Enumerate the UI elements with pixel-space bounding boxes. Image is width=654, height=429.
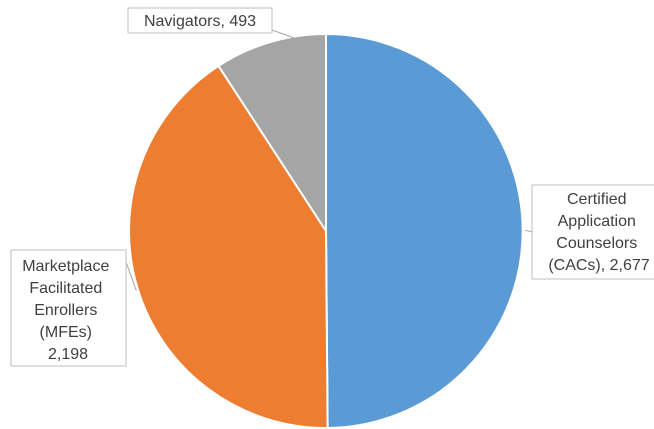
label-line: Application — [558, 213, 636, 230]
label-box-nav — [127, 7, 273, 34]
label-line: Certified — [567, 191, 627, 208]
leader-line-mfe — [125, 261, 137, 291]
label-mfe: Marketplace Facilitated Enrollers (MFEs)… — [10, 249, 127, 367]
leader-line-nav — [271, 29, 301, 41]
leader-line-cac — [524, 229, 533, 233]
label-text-mfe: Marketplace Facilitated Enrollers (MFEs)… — [22, 258, 114, 363]
pie-slice-nav — [217, 32, 327, 235]
leader-lines — [125, 29, 533, 291]
label-box-cac — [531, 184, 654, 280]
pie-slice-mfe — [128, 64, 329, 429]
pie-slice-cac — [325, 32, 524, 429]
label-line: (MFEs) — [40, 324, 92, 341]
label-nav: Navigators, 493 — [127, 7, 273, 34]
label-line: (CACs), 2,677 — [548, 257, 649, 274]
label-line: Navigators, 493 — [144, 13, 256, 30]
label-line: Facilitated — [29, 280, 102, 297]
label-line: Counselors — [556, 235, 637, 252]
label-box-mfe — [10, 249, 127, 367]
label-cac: Certified Application Counselors (CACs),… — [531, 184, 654, 280]
label-text-nav: Navigators, 493 — [144, 13, 256, 30]
label-text-cac: Certified Application Counselors (CACs),… — [548, 191, 649, 274]
label-line: Marketplace — [22, 258, 109, 275]
label-line: 2,198 — [48, 346, 88, 363]
data-labels: Certified Application Counselors (CACs),… — [10, 7, 654, 367]
pie-slices — [128, 32, 524, 429]
label-line: Enrollers — [34, 302, 97, 319]
